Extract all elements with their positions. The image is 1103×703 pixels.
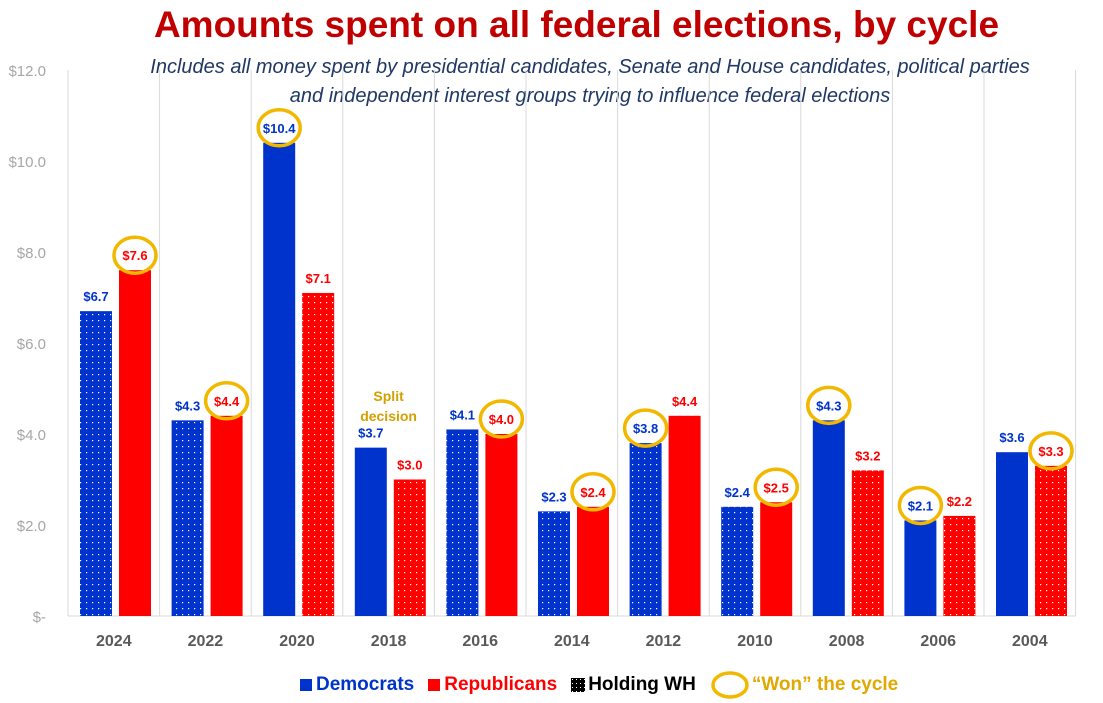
dem-bar [171, 420, 204, 616]
legend-label: Republicans [444, 674, 558, 695]
dem-bar [629, 443, 662, 616]
legend-republicans: Republicans [428, 674, 557, 696]
rep-bar [577, 506, 609, 616]
x-tick-label: 2014 [554, 633, 590, 650]
data-label: $2.1 [908, 498, 933, 513]
rep-bar [119, 270, 151, 616]
circle-icon [711, 671, 749, 699]
x-tick-label: 2020 [279, 633, 315, 650]
y-tick-label: $4.0 [17, 427, 46, 444]
legend-label: Democrats [316, 674, 415, 695]
dem-bar [904, 520, 937, 616]
data-label: $4.0 [489, 412, 514, 427]
data-label: $3.0 [397, 458, 422, 473]
legend-swatch [300, 679, 312, 691]
x-tick-label: 2010 [737, 633, 773, 650]
y-tick-label: $12.0 [8, 63, 46, 80]
rep-bar [393, 479, 426, 616]
data-label: $3.6 [999, 430, 1024, 445]
data-label: $2.2 [947, 494, 972, 509]
rep-bar [1035, 465, 1067, 616]
won-circle [256, 108, 302, 148]
data-label: $3.8 [633, 421, 658, 436]
dem-bar [538, 511, 570, 616]
y-tick-label: $8.0 [17, 245, 46, 262]
data-label: $3.3 [1038, 444, 1063, 459]
rep-bar [851, 470, 884, 616]
chart-title: Amounts spent on all federal elections, … [153, 4, 1000, 45]
rep-bar [210, 415, 243, 616]
legend-swatch [428, 679, 441, 691]
won-circle [622, 408, 669, 448]
dem-bar [446, 429, 479, 616]
data-label: $2.3 [541, 489, 566, 504]
x-tick-label: 2008 [829, 633, 865, 650]
annotation: Split [373, 388, 404, 404]
data-label: $2.4 [580, 485, 606, 500]
legend-label: “Won” the cycle [751, 674, 899, 695]
data-label: $4.4 [672, 394, 698, 409]
chart-subtitle: Includes all money spent by presidential… [150, 56, 1030, 107]
data-label: $4.1 [450, 407, 475, 422]
data-label: $4.3 [175, 398, 200, 413]
rep-bar [668, 415, 701, 616]
y-tick-label: $6.0 [17, 336, 46, 353]
data-label: $3.7 [358, 426, 383, 441]
y-tick-label: $2.0 [17, 518, 46, 535]
x-tick-label: 2004 [1012, 633, 1048, 650]
won-circle [806, 385, 852, 426]
dem-bar [721, 506, 754, 616]
dem-bar [80, 311, 112, 616]
dem-bar [996, 452, 1028, 616]
rep-bar [943, 515, 976, 616]
x-tick-label: 2006 [920, 633, 956, 650]
legend-holding: Holding WH [571, 674, 696, 696]
legend-democrats: Democrats [300, 674, 414, 696]
y-tick-label: $10.0 [8, 154, 46, 171]
x-tick-label: 2016 [462, 633, 498, 650]
dem-bar [354, 447, 387, 616]
data-label: $7.6 [122, 248, 147, 263]
rep-bar [760, 502, 793, 616]
annotation: decision [360, 408, 417, 424]
dem-bar [812, 420, 845, 616]
won-circle [753, 467, 799, 507]
data-label: $2.5 [764, 480, 789, 495]
data-label: $6.7 [83, 289, 108, 304]
dem-bar [263, 142, 296, 617]
won-circle [570, 472, 616, 512]
x-tick-label: 2018 [371, 633, 407, 650]
data-label: $2.4 [725, 485, 751, 500]
data-label: $4.4 [214, 394, 240, 409]
y-tick-label: $- [33, 609, 46, 626]
legend-label: Holding WH [588, 674, 696, 695]
data-label: $7.1 [306, 271, 331, 286]
legend: Democrats Republicans Holding WH “Won” t… [300, 670, 912, 700]
rep-bar [485, 434, 518, 616]
won-circle [112, 235, 158, 275]
data-label: $3.2 [855, 448, 880, 463]
x-tick-label: 2012 [646, 633, 682, 650]
legend-won: “Won” the cycle [710, 670, 898, 700]
data-label: $4.3 [816, 398, 841, 413]
won-circle [478, 399, 525, 439]
rep-bar [302, 292, 335, 616]
won-circle [897, 485, 944, 526]
won-circle [203, 381, 250, 421]
x-tick-label: 2022 [188, 633, 224, 650]
data-label: $10.4 [263, 121, 296, 136]
won-circle [1028, 431, 1074, 471]
x-tick-label: 2024 [96, 633, 132, 650]
legend-swatch [571, 678, 586, 692]
